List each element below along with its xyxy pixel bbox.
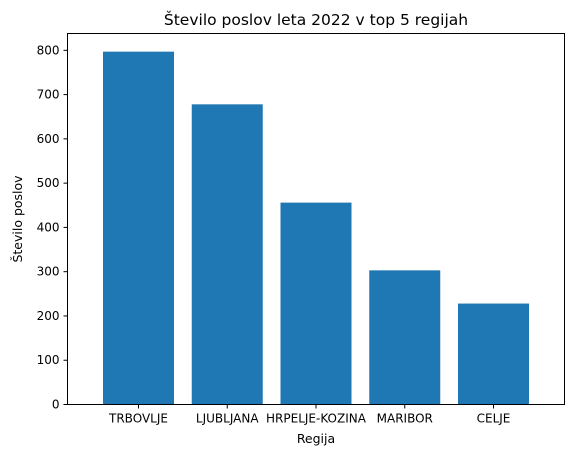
- y-tick-label: 500: [37, 176, 60, 190]
- bar-celje: [458, 303, 529, 405]
- y-tick-label: 200: [37, 309, 60, 323]
- y-tick-label: 0: [52, 398, 60, 412]
- bars-group: [103, 51, 529, 405]
- bar-trbovlje: [103, 51, 174, 405]
- y-tick-label: 300: [37, 265, 60, 279]
- y-tick-label: 100: [37, 353, 60, 367]
- x-tick-label: LJUBLJANA: [196, 412, 259, 426]
- y-tick-label: 600: [37, 132, 60, 146]
- x-tick-label: MARIBOR: [377, 412, 433, 426]
- plot-frame: [67, 33, 565, 405]
- bar-maribor: [369, 270, 441, 405]
- y-axis-label: Število poslov: [10, 175, 25, 263]
- bar-hrpelje-kozina: [280, 202, 352, 405]
- bar-ljubljana: [191, 104, 263, 405]
- y-axis-ticks: 0 100 200 300 400 500 600 700 800: [37, 43, 68, 412]
- x-axis-label: Regija: [297, 431, 335, 446]
- x-axis-ticks: TRBOVLJE LJUBLJANA HRPELJE-KOZINA MARIBOR CE…: [108, 404, 511, 426]
- x-tick-label: TRBOVLJE: [108, 412, 168, 426]
- y-tick-label: 700: [37, 88, 60, 102]
- x-tick-label: CELJE: [477, 412, 511, 426]
- x-tick-label: HRPELJE-KOZINA: [266, 412, 367, 426]
- chart-title: Število poslov leta 2022 v top 5 regijah: [164, 10, 468, 29]
- y-tick-label: 800: [37, 43, 60, 57]
- y-tick-label: 400: [37, 220, 60, 234]
